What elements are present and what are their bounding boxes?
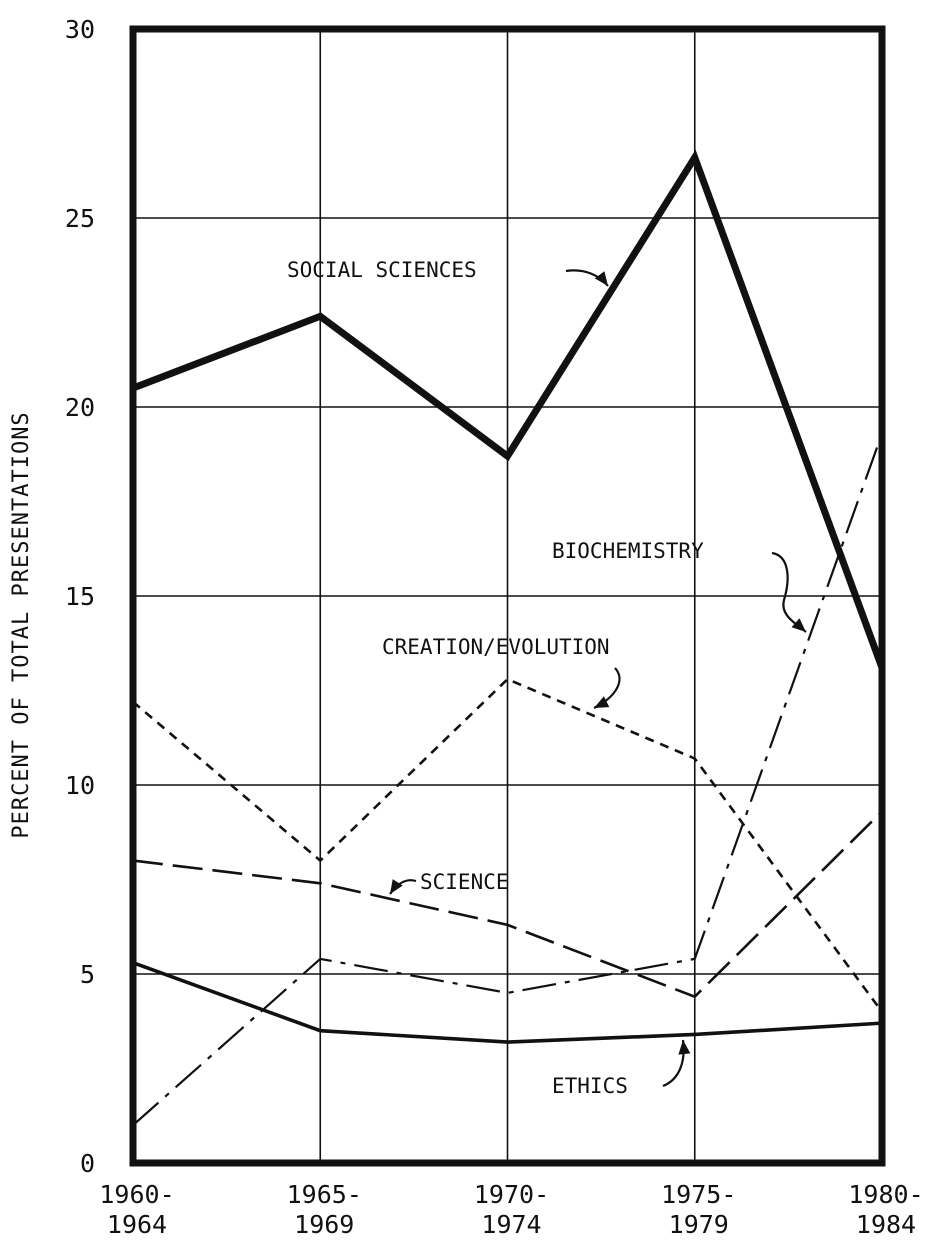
y-tick-label-15: 15 [65,582,95,611]
x-tick-label-1-line1: 1965- [287,1180,362,1209]
arrowhead-creation-evolution [594,696,610,708]
y-tick-label-30: 30 [65,15,95,44]
annotation-label-creation-evolution: CREATION/EVOLUTION [382,635,610,659]
annotation-arrow-ethics [662,1039,685,1088]
x-tick-label-0-line1: 1960- [99,1180,174,1209]
plot-frame-layer [129,25,886,1167]
x-tick-label-4-line1: 1980- [848,1180,923,1209]
x-tick-label-2-line1: 1970- [474,1180,549,1209]
annotation-label-ethics: ETHICS [552,1074,628,1098]
series-layer [131,149,886,1127]
annotation-ethics: ETHICS [552,1039,691,1098]
x-tick-label-4-line2: 1984 [856,1210,916,1239]
annotation-label-biochemistry: BIOCHEMISTRY [552,539,704,563]
y-tick-labels: 0 5 10 15 20 25 30 [65,15,95,1178]
arrowhead-ethics [678,1040,691,1055]
arrowhead-science [390,879,403,894]
y-tick-label-5: 5 [80,960,95,989]
series-line-ethics [132,960,883,1044]
y-tick-label-10: 10 [65,771,95,800]
x-tick-label-2-line2: 1974 [481,1210,541,1239]
x-tick-label-0-line2: 1964 [107,1210,167,1239]
series-line-science [132,810,883,999]
y-tick-label-20: 20 [65,393,95,422]
x-tick-label-0: 1960-1964 [99,1180,174,1239]
x-tick-label-2: 1970-1974 [474,1180,549,1239]
annotation-label-science: SCIENCE [420,870,509,894]
annotation-label-social-sciences: SOCIAL SCIENCES [287,258,477,282]
annotation-biochemistry: BIOCHEMISTRY [552,539,807,633]
series-line-biochemistry [132,433,884,1127]
arrowhead-social-sciences [594,271,608,286]
x-tick-label-1-line2: 1969 [294,1210,354,1239]
series-line-creation-evolution [132,677,884,1013]
y-axis-label: PERCENT OF TOTAL PRESENTATIONS [9,411,34,838]
annotation-science: SCIENCE [389,870,509,895]
x-tick-labels: 1960-1964 1965-1969 1970-1974 1975-1979 1980… [99,1180,923,1239]
x-tick-label-1: 1965-1969 [287,1180,362,1239]
arrowhead-biochemistry [791,618,806,632]
annotation-social-sciences: SOCIAL SCIENCES [287,258,609,287]
annotation-arrow-biochemistry [771,551,807,633]
y-tick-label-0: 0 [80,1149,95,1178]
series-line-social-sciences [131,149,886,670]
series-annotations: SOCIAL SCIENCES BIOCHEMISTRY CREATION/EVOL… [287,258,807,1098]
y-tick-label-25: 25 [65,204,95,233]
x-tick-label-4: 1980-1984 [848,1180,923,1239]
x-tick-label-3: 1975-1979 [661,1180,736,1239]
annotation-creation-evolution: CREATION/EVOLUTION [382,635,621,709]
plot-frame [129,25,886,1167]
x-tick-label-3-line1: 1975- [661,1180,736,1209]
x-tick-label-3-line2: 1979 [669,1210,729,1239]
